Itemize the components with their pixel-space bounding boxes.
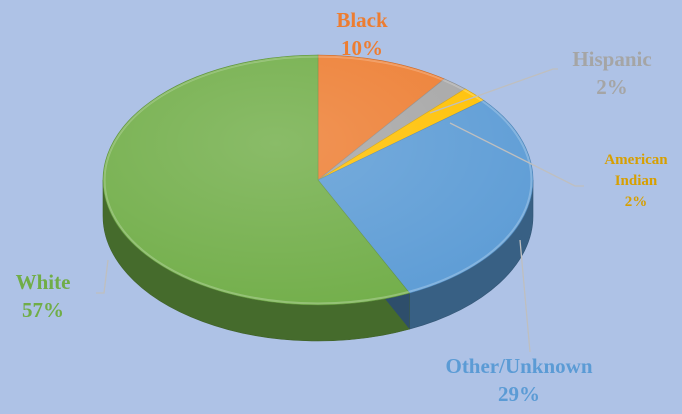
slice-value-white: 57% — [22, 298, 64, 322]
slice-label-american-indian: American — [604, 152, 668, 168]
slice-value-black: 10% — [341, 36, 383, 60]
slice-label-black: Black — [336, 8, 388, 32]
leader-line-american-indian — [449, 122, 584, 187]
leader-line-white — [96, 259, 109, 294]
pie-tops — [102, 54, 534, 306]
slice-value-hispanic: 2% — [596, 75, 628, 99]
slice-label-american-indian: Indian — [615, 173, 658, 189]
leader-line-hispanic — [429, 68, 558, 114]
slice-label-other-unknown: Other/Unknown — [445, 354, 592, 378]
pie-top-highlight — [105, 57, 531, 303]
slice-label-hispanic: Hispanic — [572, 47, 651, 71]
slice-value-american-indian: 2% — [625, 194, 648, 210]
slice-label-white: White — [16, 270, 71, 294]
leader-line-other-unknown — [519, 239, 531, 353]
leader-lines — [96, 68, 584, 353]
pie-top-rim — [103, 55, 533, 305]
slice-value-other-unknown: 29% — [498, 382, 540, 406]
slice-labels: Black 10% Hispanic 2% American Indian 2% Other/… — [16, 8, 669, 406]
